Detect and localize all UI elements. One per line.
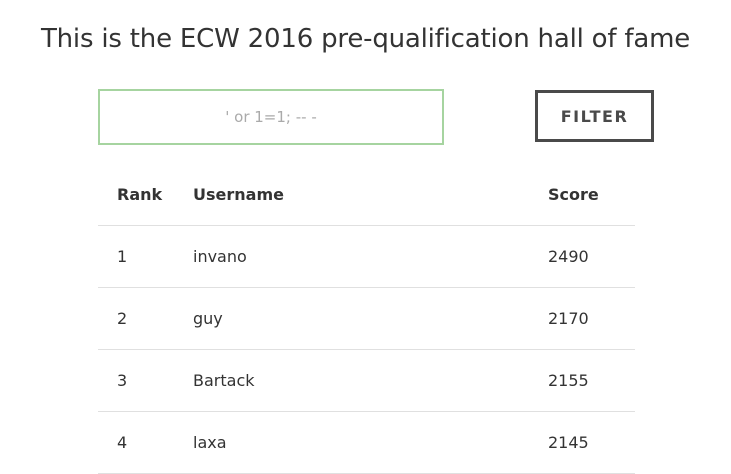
username-cell: Bartack [193, 349, 548, 412]
page-title: This is the ECW 2016 pre-qualification h… [40, 24, 691, 54]
score-cell: 2490 [548, 225, 635, 288]
table-row: 4 laxa 2145 [98, 411, 635, 474]
score-column-header: Score [548, 164, 635, 226]
rank-column-header: Rank [98, 164, 193, 226]
hall-of-fame-table: Rank Username Score 1 invano 2490 2 guy … [98, 164, 635, 474]
rank-cell: 1 [98, 225, 193, 288]
table-row: 3 Bartack 2155 [98, 349, 635, 412]
username-cell: laxa [193, 411, 548, 474]
username-cell: guy [193, 287, 548, 350]
table-header-row: Rank Username Score [98, 164, 635, 226]
score-cell: 2170 [548, 287, 635, 350]
filter-input[interactable] [98, 89, 444, 145]
score-cell: 2145 [548, 411, 635, 474]
username-column-header: Username [193, 164, 548, 226]
score-cell: 2155 [548, 349, 635, 412]
filter-button[interactable]: FILTER [535, 90, 654, 142]
rank-cell: 3 [98, 349, 193, 412]
rank-cell: 4 [98, 411, 193, 474]
username-cell: invano [193, 225, 548, 288]
table-row: 1 invano 2490 [98, 225, 635, 288]
rank-cell: 2 [98, 287, 193, 350]
table-row: 2 guy 2170 [98, 287, 635, 350]
